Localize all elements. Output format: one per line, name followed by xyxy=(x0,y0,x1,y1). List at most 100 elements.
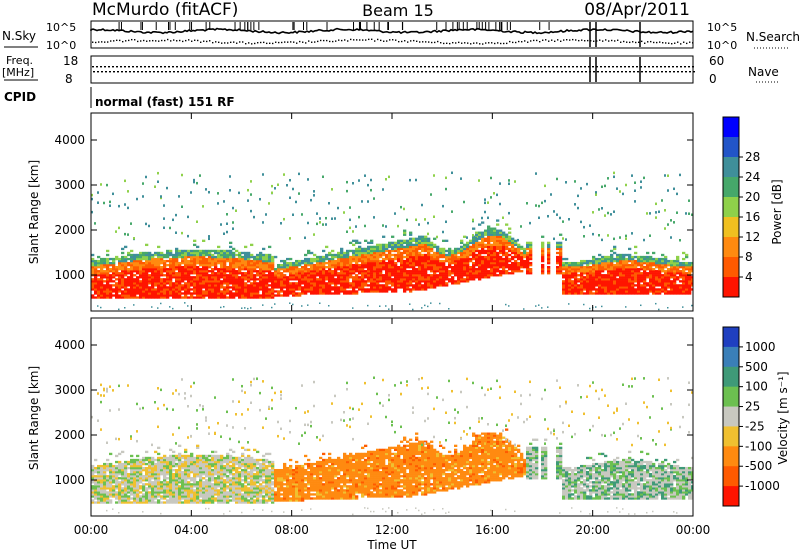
heatmap-cell xyxy=(175,290,179,293)
heatmap-cell xyxy=(124,495,128,498)
heatmap-cell xyxy=(91,489,95,492)
heatmap-cell xyxy=(607,280,611,283)
heatmap-cell xyxy=(199,288,203,291)
heatmap-cell xyxy=(286,284,290,287)
heatmap-cell xyxy=(472,237,476,240)
heatmap-cell xyxy=(97,489,101,492)
heatmap-cell xyxy=(466,251,470,255)
heatmap-cell xyxy=(547,261,551,265)
heatmap-cell xyxy=(160,485,164,488)
heatmap-cell xyxy=(247,272,251,275)
heatmap-cell xyxy=(301,270,305,273)
heatmap-cell xyxy=(622,257,626,261)
heatmap-cell xyxy=(667,278,671,281)
heatmap-cell xyxy=(127,257,131,261)
heatmap-cell xyxy=(241,255,245,259)
heatmap-cell xyxy=(502,266,506,269)
heatmap-cell xyxy=(220,253,224,257)
heatmap-cell xyxy=(508,249,512,253)
heatmap-cell xyxy=(154,259,158,263)
heatmap-cell xyxy=(154,471,158,474)
heatmap-cell xyxy=(433,174,435,177)
heatmap-cell xyxy=(499,229,503,232)
heatmap-cell xyxy=(106,462,110,466)
heatmap-cell xyxy=(589,261,593,265)
heatmap-cell xyxy=(127,460,131,464)
heatmap-cell xyxy=(136,255,140,259)
heatmap-cell xyxy=(604,214,606,217)
heatmap-cell xyxy=(307,270,311,273)
heatmap-cell xyxy=(163,483,167,486)
heatmap-cell xyxy=(568,280,572,283)
heatmap-cell xyxy=(595,268,599,271)
heatmap-cell xyxy=(262,296,266,299)
heatmap-cell xyxy=(109,270,113,273)
heatmap-cell xyxy=(610,278,614,281)
heatmap-cell xyxy=(241,272,245,275)
heatmap-cell xyxy=(685,255,689,259)
heatmap-cell xyxy=(382,274,386,277)
heatmap-cell xyxy=(271,276,275,279)
heatmap-cell xyxy=(619,263,623,267)
heatmap-cell xyxy=(196,471,200,474)
heatmap-cell xyxy=(250,263,254,267)
heatmap-cell xyxy=(301,268,305,271)
heatmap-cell xyxy=(229,263,233,267)
heatmap-cell xyxy=(181,475,185,478)
heatmap-cell xyxy=(481,237,485,240)
heatmap-cell xyxy=(262,270,266,273)
heatmap-cell xyxy=(190,501,194,504)
heatmap-cell xyxy=(628,268,632,271)
heatmap-cell xyxy=(466,247,470,251)
heatmap-cell xyxy=(340,278,344,281)
heatmap-cell xyxy=(196,278,200,281)
heatmap-cell xyxy=(352,268,356,271)
heatmap-cell xyxy=(421,286,425,289)
heatmap-cell xyxy=(433,261,437,265)
heatmap-cell xyxy=(418,239,422,242)
heatmap-cell xyxy=(331,253,335,257)
heatmap-cell xyxy=(94,481,98,484)
heatmap-cell xyxy=(118,512,120,514)
heatmap-cell xyxy=(169,292,173,295)
heatmap-cell xyxy=(640,284,644,287)
heatmap-cell xyxy=(211,286,215,289)
heatmap-cell xyxy=(481,243,485,247)
heatmap-cell xyxy=(481,231,485,234)
heatmap-cell xyxy=(184,284,188,287)
heatmap-cell xyxy=(178,493,182,496)
heatmap-cell xyxy=(295,274,299,277)
heatmap-cell xyxy=(256,272,260,275)
heatmap-cell xyxy=(115,485,119,488)
heatmap-cell xyxy=(355,263,359,267)
heatmap-cell xyxy=(184,270,188,273)
heatmap-cell xyxy=(520,270,524,273)
heatmap-cell xyxy=(172,255,176,259)
heatmap-cell xyxy=(169,270,173,273)
heatmap-cell xyxy=(634,181,636,184)
heatmap-cell xyxy=(316,270,320,273)
heatmap-cell xyxy=(91,197,93,201)
heatmap-cell xyxy=(115,230,117,233)
heatmap-cell xyxy=(388,282,392,285)
heatmap-cell xyxy=(205,294,209,297)
heatmap-cell xyxy=(373,276,377,279)
heatmap-cell xyxy=(646,261,650,265)
heatmap-cell xyxy=(442,270,446,273)
heatmap-cell xyxy=(685,280,689,283)
heatmap-cell xyxy=(184,274,188,277)
heatmap-cell xyxy=(406,247,410,251)
heatmap-cell xyxy=(118,489,122,492)
heatmap-cell xyxy=(214,276,218,279)
heatmap-cell xyxy=(541,255,545,259)
heatmap-cell xyxy=(229,280,233,283)
heatmap-cell xyxy=(184,485,188,488)
heatmap-cell xyxy=(367,257,371,261)
heatmap-cell xyxy=(526,270,530,273)
heatmap-cell xyxy=(622,288,626,291)
heatmap-cell xyxy=(94,468,98,472)
heatmap-cell xyxy=(451,280,455,283)
heatmap-cell xyxy=(487,233,491,236)
heatmap-cell xyxy=(172,481,176,484)
heatmap-cell xyxy=(199,499,203,502)
